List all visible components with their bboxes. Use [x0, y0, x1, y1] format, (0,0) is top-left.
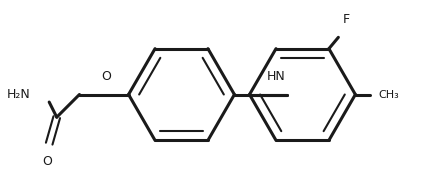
Text: O: O [101, 70, 111, 83]
Text: F: F [342, 13, 349, 26]
Text: O: O [42, 155, 52, 168]
Text: CH₃: CH₃ [378, 90, 399, 99]
Text: HN: HN [267, 70, 285, 83]
Text: H₂N: H₂N [7, 88, 30, 101]
